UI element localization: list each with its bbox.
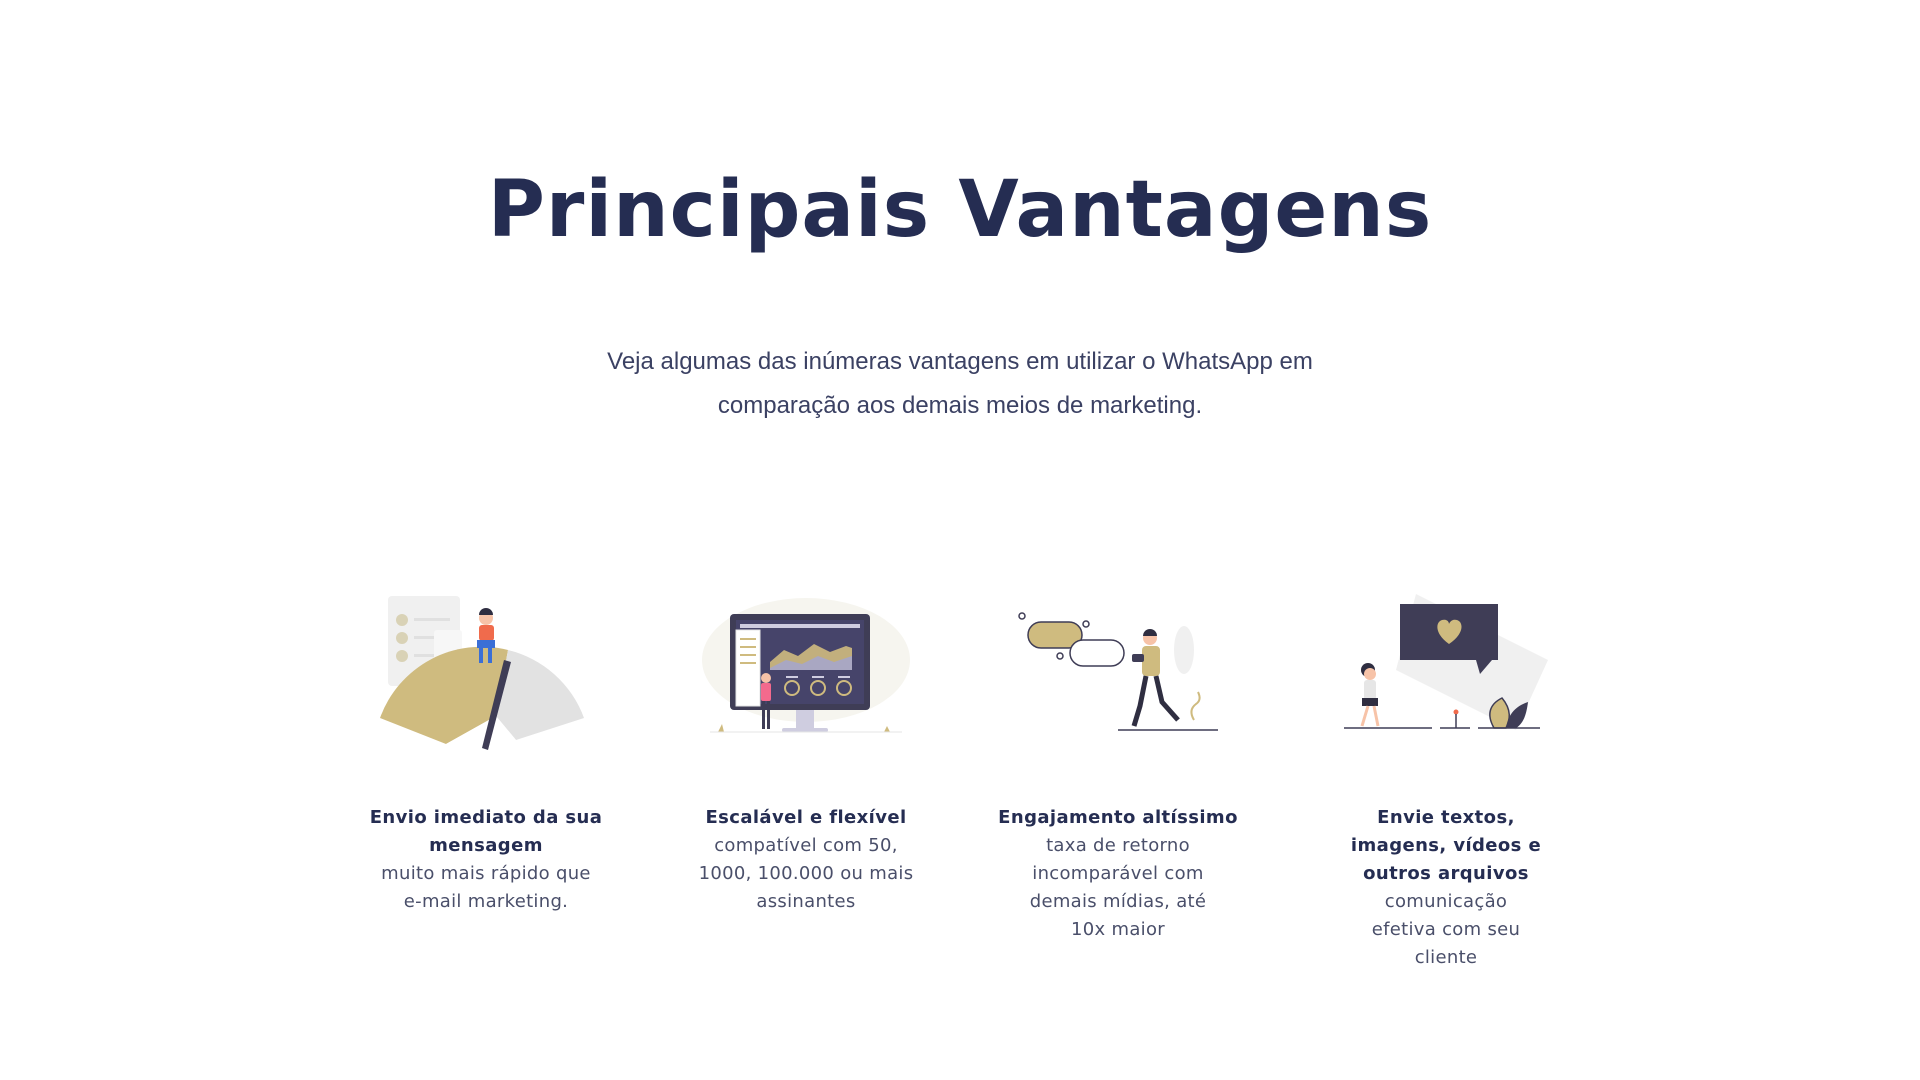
feature-card-engagement: Engajamento altíssimo taxa de retorno in… [998,590,1238,944]
speedometer-person-illustration [380,596,584,750]
section-subtitle: Veja algumas das inúmeras vantagens em u… [607,348,1313,419]
feature-card-instant-send: Envio imediato da sua mensagem muito mai… [366,590,606,916]
feature-description: muito mais rápido que e-mail marketing. [381,863,591,912]
feature-card-media: Envie textos, imagens, vídeos e outros a… [1326,590,1566,972]
heart-message-illustration [1344,594,1548,730]
section-title: Principais Vantagens [487,165,1433,255]
feature-title: Envio imediato da sua mensagem [369,807,603,856]
feature-description: compatível com 50, 1000, 100.000 ou mais… [698,835,914,912]
feature-card-scalable: Escalável e flexível compatível com 50, … [686,590,926,916]
feature-title: Engajamento altíssimo [998,807,1238,828]
feature-description: taxa de retorno incomparável com demais … [1029,835,1207,940]
monitor-dashboard-illustration [702,598,910,733]
feature-title: Envie textos, imagens, vídeos e outros a… [1350,807,1542,884]
person-chat-bubbles-illustration [1018,612,1218,731]
feature-description: comunicação efetiva com seu cliente [1371,891,1521,968]
feature-title: Escalável e flexível [705,807,907,828]
